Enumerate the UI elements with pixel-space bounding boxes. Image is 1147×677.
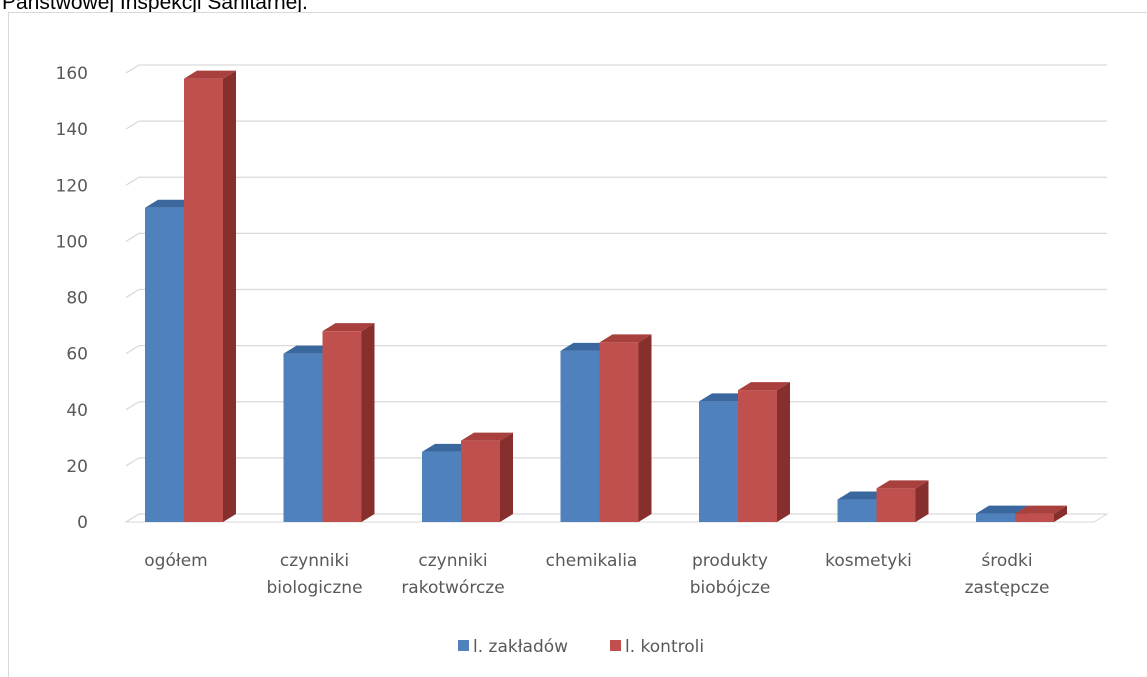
bar-front [599, 342, 639, 522]
legend-item: l. kontroli [610, 637, 704, 657]
y-tick-label: 140 [56, 120, 88, 140]
bar [599, 334, 652, 522]
bar-side [1054, 505, 1067, 522]
x-tick-label: ogółem [144, 551, 207, 571]
bar-side [638, 334, 652, 522]
y-axis: 0 20 40 60 80 100 120 140 160 [56, 64, 88, 533]
bar [1015, 505, 1067, 522]
bar-front [461, 440, 500, 522]
bar-top [738, 382, 790, 391]
bar-top [599, 334, 652, 343]
y-tick-label: 0 [77, 513, 88, 533]
bar-front [1015, 513, 1054, 522]
x-tick-label: produkty biobójcze [690, 551, 771, 598]
bar-front [738, 390, 777, 522]
bar-front [422, 451, 461, 522]
bar-side [777, 382, 790, 522]
y-tick-label: 20 [66, 457, 88, 477]
y-tick-label: 40 [66, 401, 88, 421]
bar-side [500, 432, 513, 522]
bar-front [876, 488, 916, 522]
bar [322, 323, 375, 522]
bar [738, 382, 790, 522]
bar-top [184, 70, 236, 79]
legend-swatch [458, 640, 469, 651]
bar-front [837, 499, 877, 522]
gridline [125, 120, 1107, 130]
bar [461, 432, 513, 522]
x-axis: ogółem czynniki biologiczne czynniki rakotwó… [144, 551, 1049, 598]
bar-front [322, 331, 362, 522]
bar-side [915, 480, 929, 522]
bar-top [461, 432, 513, 441]
x-tick-label: czynniki biologiczne [266, 551, 362, 598]
bar-front [699, 401, 738, 522]
bar-side [223, 70, 236, 523]
bar-top [876, 480, 929, 489]
bar-side [361, 323, 375, 522]
caption-text: Państwowej Inspekcji Sanitarnej. [2, 0, 308, 14]
bar [184, 70, 236, 523]
x-tick-label: czynniki rakotwórcze [401, 551, 504, 598]
legend-swatch [610, 640, 621, 651]
x-tick-label: środki zastępcze [965, 551, 1050, 598]
bar-front [560, 350, 600, 522]
y-tick-label: 120 [56, 176, 88, 196]
y-tick-label: 100 [56, 232, 88, 252]
bar-top [976, 505, 1028, 514]
x-tick-label: kosmetyki [825, 551, 912, 571]
x-tick-label: chemikalia [546, 551, 638, 571]
bar-top [322, 323, 375, 332]
legend-label: l. kontroli [625, 637, 704, 657]
legend-item: l. zakładów [458, 637, 568, 657]
legend-label: l. zakładów [473, 637, 568, 657]
bar-front [184, 78, 223, 523]
y-tick-label: 80 [66, 289, 88, 309]
bar-front [283, 353, 323, 522]
bar-front [976, 513, 1015, 522]
legend: l. zakładów l. kontroli [458, 637, 704, 657]
y-tick-label: 60 [66, 345, 88, 365]
gridline [125, 288, 1107, 299]
gridline [125, 344, 1107, 355]
gridline [125, 232, 1107, 242]
plot-area [145, 70, 1067, 523]
y-tick-label: 160 [56, 64, 88, 84]
bar-top [1015, 505, 1067, 514]
bar-front [145, 207, 184, 522]
gridline [125, 64, 1107, 74]
gridline [125, 176, 1107, 186]
bar [876, 480, 929, 522]
